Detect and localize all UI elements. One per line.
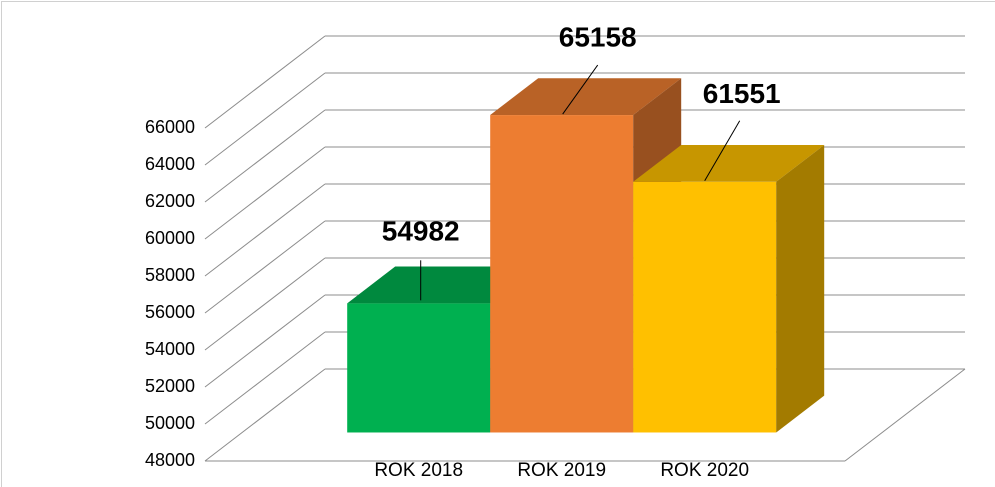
y-tick-label: 60000 xyxy=(145,228,195,248)
value-label: 61551 xyxy=(703,78,781,109)
grid-line xyxy=(204,368,326,462)
y-tick-label: 48000 xyxy=(145,450,195,470)
leader-line xyxy=(562,64,599,115)
grid-line xyxy=(204,220,326,314)
grid-line xyxy=(204,257,326,351)
grid-line xyxy=(204,146,326,240)
grid-line xyxy=(204,109,326,203)
x-tick-label: ROK 2019 xyxy=(517,460,606,481)
y-tick-label: 56000 xyxy=(145,302,195,322)
x-tick-label: ROK 2018 xyxy=(374,460,463,481)
value-label: 54982 xyxy=(382,216,460,247)
y-tick-label: 54000 xyxy=(145,339,195,359)
y-tick-label: 62000 xyxy=(145,191,195,211)
y-tick-label: 50000 xyxy=(145,413,195,433)
value-label: 65158 xyxy=(559,21,637,52)
bar-top xyxy=(490,78,682,116)
grid-line xyxy=(204,72,326,166)
x-tick-label: ROK 2020 xyxy=(660,460,749,481)
bar-front xyxy=(490,115,634,433)
bar-side xyxy=(776,144,825,433)
y-tick-label: 52000 xyxy=(145,376,195,396)
floor-edge xyxy=(844,368,966,462)
y-tick-label: 64000 xyxy=(145,154,195,174)
bar-front xyxy=(347,303,491,433)
grid-line xyxy=(204,294,326,388)
y-tick-label: 58000 xyxy=(145,265,195,285)
y-tick-label: 66000 xyxy=(145,117,195,137)
grid-line xyxy=(204,331,326,425)
leader-line xyxy=(704,120,741,182)
bar-top xyxy=(633,144,825,182)
grid-line xyxy=(204,183,326,277)
grid-line xyxy=(204,35,326,129)
bar-front xyxy=(633,181,777,433)
